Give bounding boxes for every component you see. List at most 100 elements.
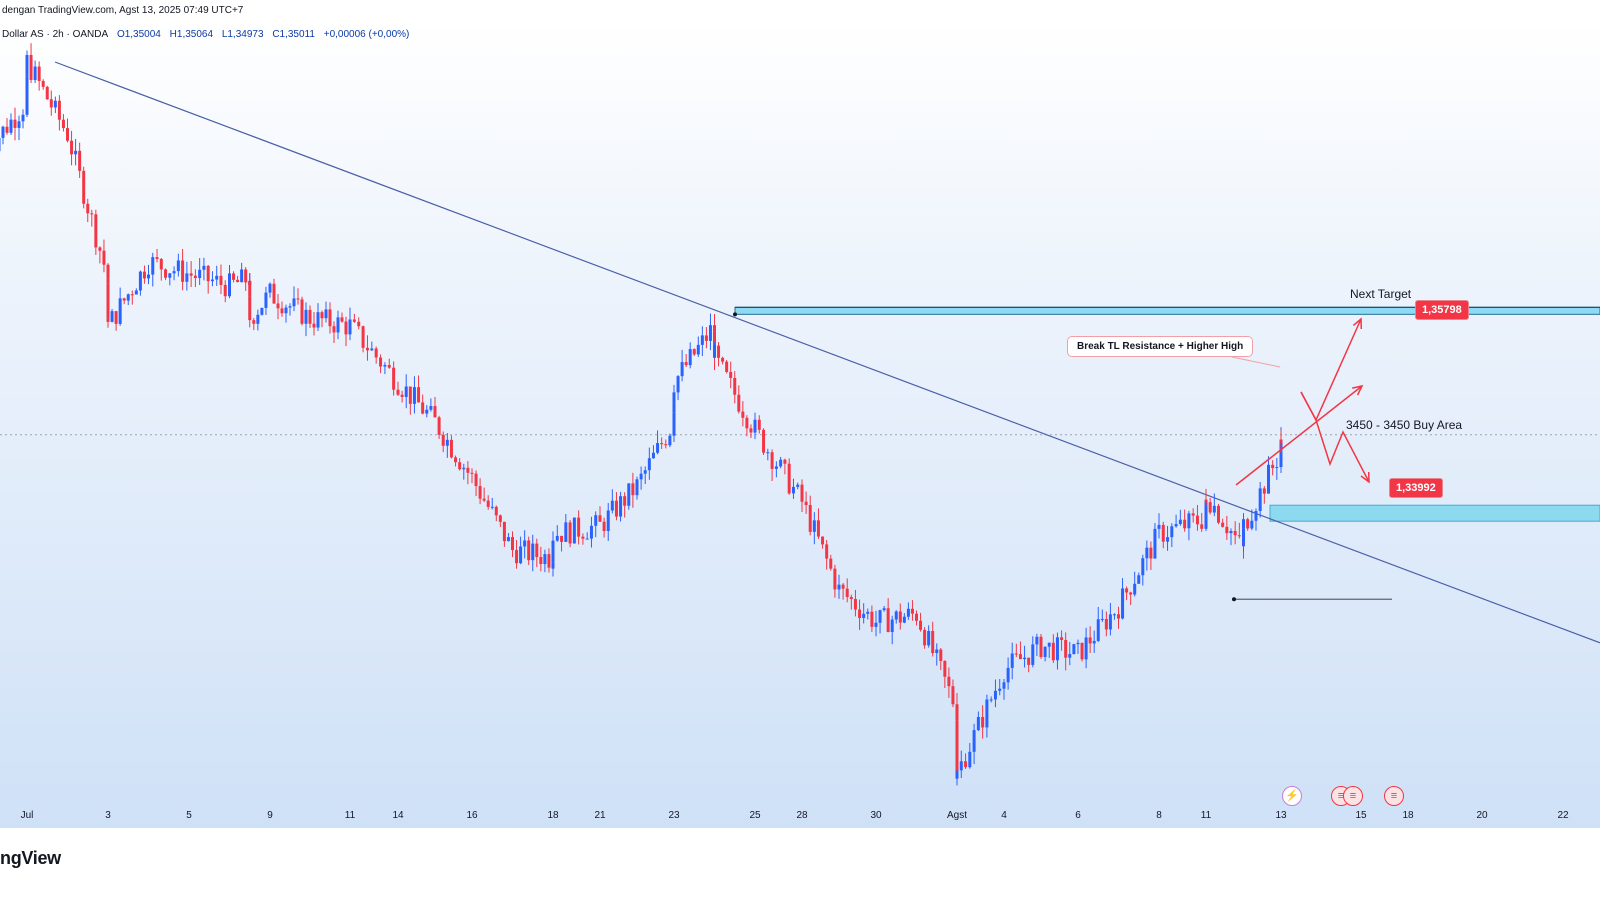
x-tick-label: 15 [1355, 810, 1367, 821]
candle-body [470, 472, 474, 474]
scenario-arrow [1235, 385, 1363, 486]
candle-body [610, 500, 614, 511]
x-tick-label: 16 [466, 810, 478, 821]
candle-body [833, 568, 837, 590]
scenario-arrow [1300, 391, 1370, 483]
candle-body [981, 717, 985, 728]
lightning-icon[interactable]: ⚡ [1282, 786, 1302, 806]
candle-body [572, 517, 576, 544]
candle-body [660, 443, 664, 445]
candle-body [1258, 488, 1262, 511]
candle-body [408, 386, 412, 404]
candle-body [106, 283, 110, 319]
x-tick-label: 22 [1557, 810, 1569, 821]
candle-body [915, 613, 918, 621]
candle-body [82, 170, 86, 204]
candle-body [106, 264, 110, 279]
candle-body [1092, 640, 1096, 644]
candle-body [647, 458, 651, 471]
candle-body [365, 347, 369, 351]
candle-body [527, 540, 531, 561]
candle-body [858, 609, 862, 619]
candle-body [25, 97, 29, 115]
arrowhead [1352, 384, 1364, 396]
candle-body [437, 417, 441, 435]
candle-body [1035, 636, 1039, 645]
flag-icon[interactable]: ≡ [1343, 786, 1363, 806]
candle-body [589, 525, 593, 539]
candle-body [623, 496, 627, 506]
candle-body [478, 486, 482, 499]
candle-body [931, 631, 935, 654]
candle-body [1104, 618, 1108, 630]
candle-body [41, 80, 45, 87]
candle-body [1002, 682, 1006, 689]
x-tick-label: 8 [1156, 810, 1162, 821]
candle-body [126, 294, 130, 301]
price-chart[interactable] [0, 22, 1600, 806]
candle-body [1183, 519, 1187, 529]
candle-body [993, 690, 997, 700]
scenario-arrow [1300, 318, 1362, 422]
candle-body [651, 452, 655, 459]
candle-body [252, 320, 256, 324]
flag-icon[interactable]: ≡ [1384, 786, 1404, 806]
candle-body [866, 611, 870, 614]
candle-body [1250, 520, 1254, 529]
candle-body [168, 273, 172, 278]
candle-body [684, 362, 688, 366]
candle-body [236, 279, 240, 283]
candle-body [494, 506, 498, 516]
next-target-label: Next Target [1350, 287, 1412, 301]
candle-body [1149, 547, 1153, 559]
candle-body [25, 76, 29, 98]
candle-body [433, 406, 437, 418]
candle-body [808, 505, 812, 532]
candle-body [770, 452, 774, 469]
candle-body [762, 429, 766, 453]
candle-body [185, 273, 189, 282]
candle-body [134, 290, 138, 295]
high-value: H1,35064 [169, 29, 214, 40]
candle-body [370, 348, 374, 351]
candle-body [1157, 524, 1161, 529]
candle-body [672, 403, 676, 413]
arrowhead [1352, 317, 1363, 330]
candle-body [130, 294, 134, 296]
candle-body [890, 619, 894, 633]
candle-body [1018, 654, 1022, 660]
candle-body [1217, 505, 1220, 523]
x-tick-label: 18 [547, 810, 559, 821]
candle-body [361, 326, 365, 348]
x-tick-label: 20 [1476, 810, 1488, 821]
x-tick-label: 3 [105, 810, 111, 821]
candle-body [155, 257, 159, 259]
candle-body [449, 439, 453, 458]
candle-body [425, 409, 429, 414]
candle-body [639, 473, 643, 480]
candle-body [898, 611, 902, 623]
candle-body [837, 584, 841, 590]
candle-body [1084, 637, 1088, 660]
candle-body [749, 428, 753, 433]
candle-body [268, 283, 272, 293]
tradingview-logo: ngView [0, 848, 61, 868]
candle-body [33, 66, 37, 80]
x-tick-label: 18 [1402, 810, 1414, 821]
candle-body [193, 275, 197, 279]
candle-body [515, 550, 519, 564]
candle-body [585, 538, 589, 540]
candle-body [577, 517, 581, 537]
candle-body [862, 613, 866, 619]
candle-body [919, 620, 923, 630]
candle-body [1047, 642, 1051, 647]
candle-body [1145, 547, 1149, 559]
candle-body [955, 767, 959, 771]
candle-body [506, 537, 510, 542]
candle-body [713, 345, 716, 358]
candle-body [1121, 588, 1125, 619]
candle-body [602, 521, 606, 532]
candle-body [260, 307, 264, 315]
candle-body [202, 265, 206, 270]
candle-body [328, 309, 332, 327]
